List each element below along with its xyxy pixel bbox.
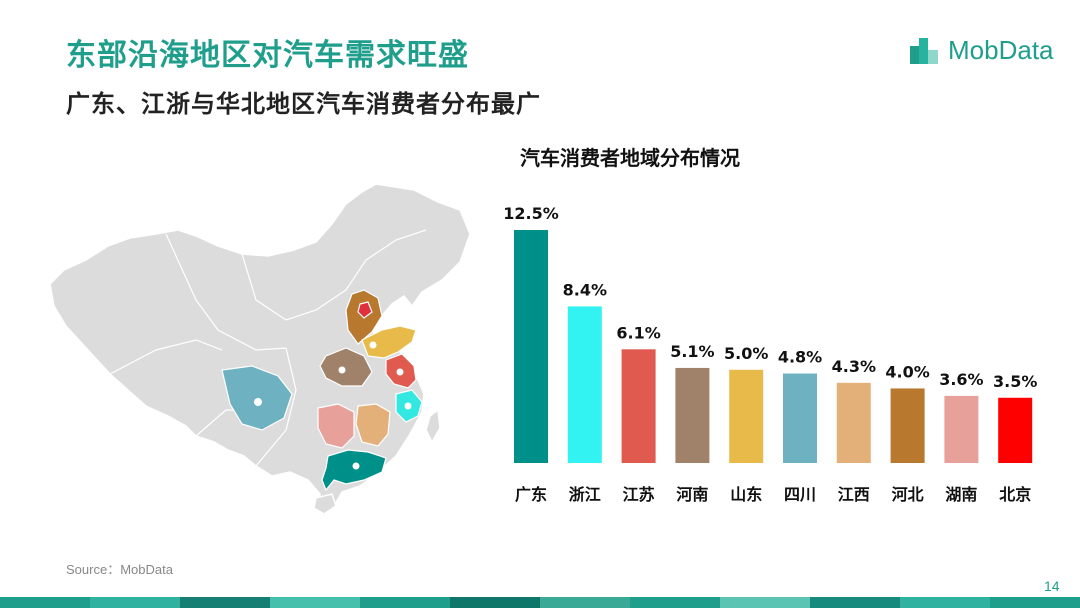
category-label-2: 江苏: [623, 485, 655, 504]
footer-decoration-bar: [0, 597, 1080, 608]
bar-value-label-7: 4.0%: [885, 362, 929, 381]
footer-stripe: [990, 597, 1080, 608]
footer-stripe: [450, 597, 540, 608]
footer-stripe: [540, 597, 630, 608]
footer-stripe: [900, 597, 990, 608]
logo-text: MobData: [948, 34, 1054, 65]
bar-value-label-3: 5.1%: [670, 342, 714, 361]
source-note: Source：MobData: [66, 562, 173, 577]
category-label-9: 北京: [999, 485, 1031, 504]
category-label-4: 山东: [730, 485, 762, 504]
pin-zhejiang-icon: [404, 402, 412, 410]
bar-8: [944, 395, 979, 463]
footer-stripe: [180, 597, 270, 608]
page-subtitle: 广东、江浙与华北地区汽车消费者分布最广: [66, 90, 541, 118]
footer-stripe: [720, 597, 810, 608]
bar-3: [675, 367, 710, 463]
bar-value-label-1: 8.4%: [563, 280, 607, 299]
map-province-beijing: [357, 301, 373, 319]
bar-7: [890, 388, 925, 463]
bar-5: [783, 373, 817, 463]
page-title: 东部沿海地区对汽车需求旺盛: [66, 38, 469, 73]
bar-value-label-5: 4.8%: [778, 348, 822, 367]
footer-stripe: [270, 597, 360, 608]
bar-6: [836, 382, 871, 463]
category-label-1: 浙江: [569, 485, 601, 504]
category-label-3: 河南: [676, 485, 708, 504]
pin-sichuan-icon: [254, 398, 262, 406]
bar-4: [729, 369, 764, 463]
footer-stripe: [360, 597, 450, 608]
map-province-borders: [109, 229, 427, 467]
footer-stripe: [810, 597, 900, 608]
mobdata-logo-icon: [910, 38, 938, 64]
map-base-hainan: [313, 493, 337, 515]
category-label-6: 江西: [838, 485, 870, 504]
bar-value-label-8: 3.6%: [939, 370, 983, 389]
pin-henan-icon: [338, 366, 346, 374]
bar-9: [998, 397, 1033, 463]
brand-logo: MobData: [908, 32, 1054, 68]
bar-value-label-6: 4.3%: [832, 357, 876, 376]
bar-0: [514, 230, 548, 463]
map-province-guangdong: [321, 449, 387, 492]
bars-group: 12.5% 广东 8.4% 浙江 6.1% 江苏 5.1% 河南 5.0% 山东 4.8% 四川 4.3…: [503, 204, 1037, 504]
consumer-region-bar-chart: 汽车消费者地域分布情况 12.5% 广东 8.4% 浙江 6.1% 江苏 5.1% 河南 5.0…: [503, 146, 1037, 504]
category-label-8: 湖南: [945, 485, 977, 504]
category-label-0: 广东: [515, 485, 547, 504]
bar-value-label-9: 3.5%: [993, 372, 1037, 391]
footer-stripe: [0, 597, 90, 608]
footer-stripe: [90, 597, 180, 608]
bar-2: [621, 349, 656, 463]
map-province-shandong: [361, 325, 417, 359]
map-province-jiangxi: [355, 403, 391, 447]
category-label-7: 河北: [892, 485, 924, 504]
map-base-taiwan: [425, 408, 441, 444]
map-province-sichuan: [221, 365, 293, 431]
bar-value-label-2: 6.1%: [616, 323, 660, 342]
map-pins: [254, 341, 412, 470]
map-province-hunan: [317, 403, 355, 449]
bar-value-label-0: 12.5%: [503, 204, 559, 223]
map-base-china: [49, 183, 471, 514]
pin-jiangsu-icon: [396, 368, 404, 376]
page-number: 14: [1044, 578, 1060, 594]
map-province-henan: [319, 347, 373, 387]
bar-value-label-4: 5.0%: [724, 344, 768, 363]
chart-title: 汽车消费者地域分布情况: [520, 146, 740, 170]
pin-shandong-icon: [369, 341, 377, 349]
pin-guangdong-icon: [352, 462, 360, 470]
footer-stripe: [630, 597, 720, 608]
category-label-5: 四川: [784, 485, 816, 504]
china-map: [49, 183, 471, 515]
bar-1: [567, 306, 602, 463]
